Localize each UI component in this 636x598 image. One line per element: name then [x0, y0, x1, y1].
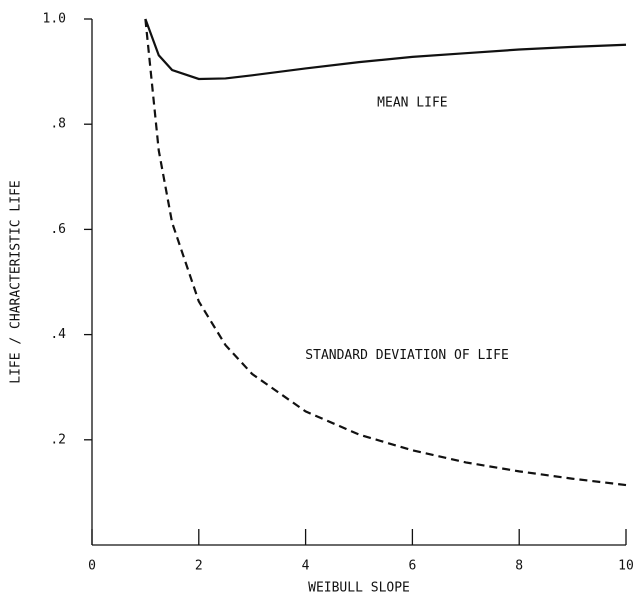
- y-tick-label: .2: [50, 432, 66, 447]
- x-tick-label: 10: [618, 559, 634, 574]
- x-tick-label: 2: [195, 559, 203, 574]
- series-label: STANDARD DEVIATION OF LIFE: [305, 348, 509, 363]
- x-axis-label: WEIBULL SLOPE: [308, 581, 410, 596]
- line-series: [144, 18, 627, 487]
- x-tick-label: 4: [302, 559, 310, 574]
- series-label: MEAN LIFE: [377, 96, 447, 111]
- y-axis-label: LIFE / CHARACTERISTIC LIFE: [9, 180, 24, 384]
- y-tick-label: .6: [50, 222, 66, 237]
- x-tick-label: 0: [88, 559, 96, 574]
- y-tick-label: 1.0: [43, 12, 66, 27]
- line-series: [144, 18, 627, 81]
- x-tick-label: 8: [515, 559, 523, 574]
- y-tick-label: .8: [50, 117, 66, 132]
- y-tick-label: .4: [50, 327, 66, 342]
- x-tick-label: 6: [408, 559, 416, 574]
